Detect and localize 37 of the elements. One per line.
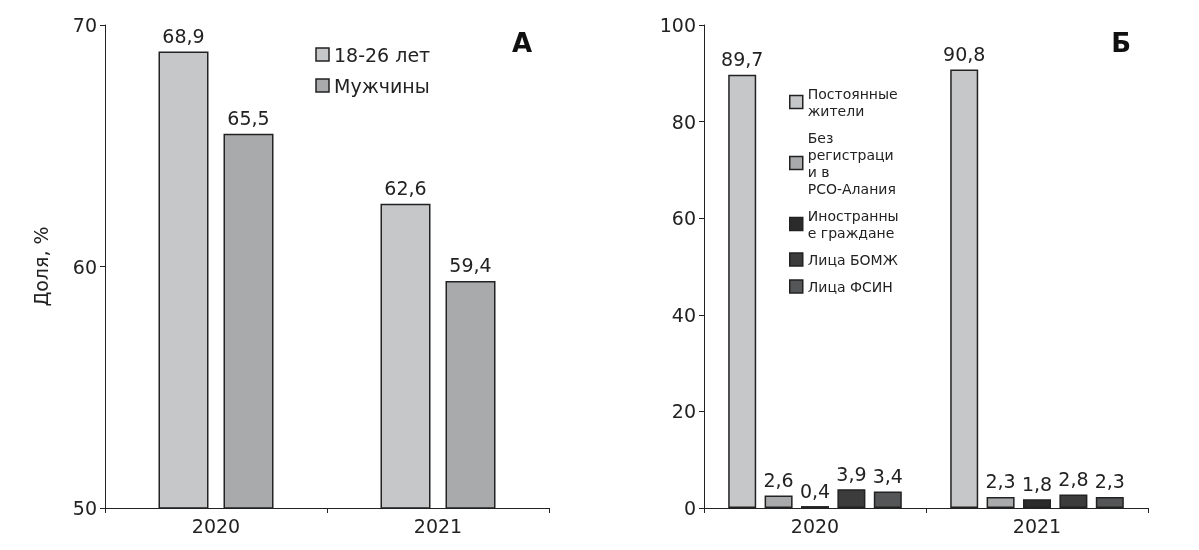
data-label: 2,3 <box>1094 470 1125 493</box>
data-label: 90,8 <box>943 42 986 65</box>
legend-label: Мужчины <box>334 74 430 97</box>
data-label: 2,8 <box>1058 467 1089 490</box>
legend-label: 18-26 лет <box>334 43 431 66</box>
y-tick-label: 60 <box>671 207 696 230</box>
legend-label: Лица БОМЖ <box>807 251 898 268</box>
legend-label: Без регистрации в РСО-Алания <box>807 129 896 197</box>
data-label: 59,4 <box>449 254 492 277</box>
y-tick-label: 70 <box>72 14 97 36</box>
data-label: 3,9 <box>836 462 867 485</box>
data-label: 68,9 <box>162 25 205 48</box>
data-label: 2,3 <box>985 470 1016 493</box>
chart-title: Б <box>1111 28 1132 58</box>
data-label: 1,8 <box>1021 472 1053 495</box>
data-label: 65,5 <box>227 107 270 130</box>
data-label: 2,6 <box>763 468 794 491</box>
y-tick-label: 0 <box>683 497 696 519</box>
y-tick-label: 100 <box>659 14 696 36</box>
x-tick-label: 2021 <box>413 514 463 537</box>
y-tick-label: 40 <box>671 303 696 326</box>
x-tick-label: 2020 <box>790 514 840 537</box>
y-axis-title: Доля, % <box>29 226 52 307</box>
x-tick-label: 2020 <box>191 514 241 537</box>
y-tick-label: 50 <box>72 497 97 519</box>
y-tick-label: 20 <box>671 400 696 423</box>
legend-label: Постоянные жители <box>807 85 903 119</box>
legend-label: Иностранные граждане <box>807 207 899 241</box>
data-label: 3,4 <box>872 465 903 488</box>
legend-label: Лица ФСИН <box>807 278 893 295</box>
x-tick-label: 2021 <box>1012 514 1062 537</box>
data-label: 0,4 <box>799 479 831 502</box>
chart-title: А <box>511 28 532 58</box>
data-label: 62,6 <box>384 177 427 200</box>
y-tick-label: 80 <box>671 110 696 133</box>
data-label: 89,7 <box>721 48 764 71</box>
y-tick-label: 60 <box>72 255 97 278</box>
